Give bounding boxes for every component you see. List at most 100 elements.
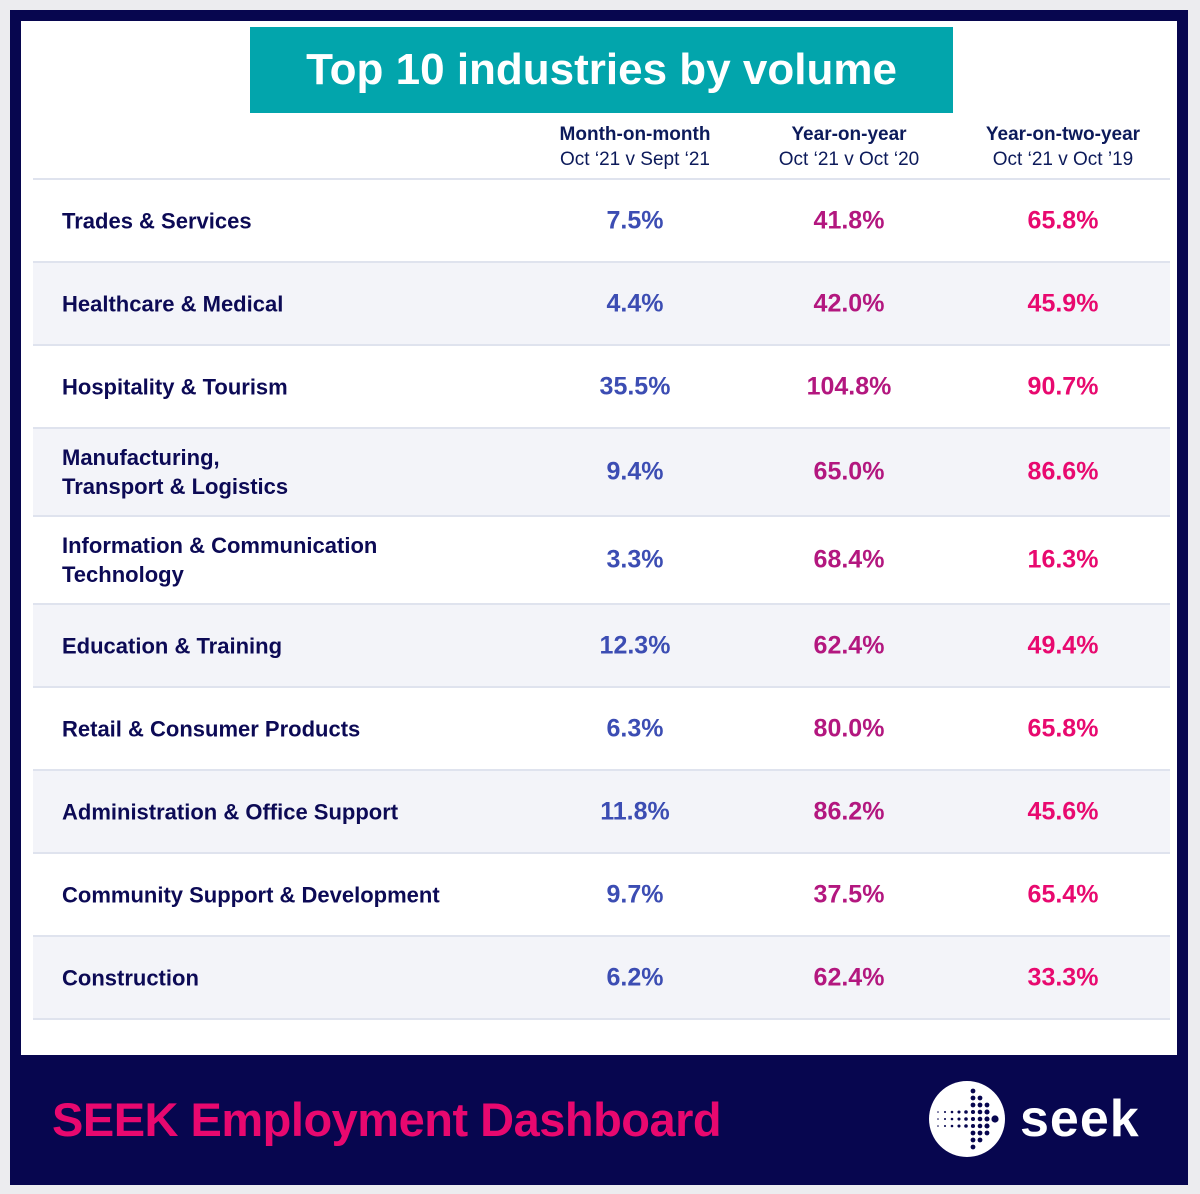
logo-dot — [937, 1118, 939, 1120]
year-on-year-value: 37.5% — [813, 880, 885, 908]
column-heading: Year-on-year — [791, 124, 907, 145]
month-on-month-value: 3.3% — [606, 545, 664, 574]
table-row: Information & Communication Technology 3… — [33, 517, 1170, 605]
industry-name: Hospitality & Tourism — [62, 374, 288, 399]
year-on-two-year-value: 65.4% — [1027, 880, 1099, 908]
year-on-two-year-value: 86.6% — [1027, 457, 1099, 486]
industry-name: Retail & Consumer Products — [62, 716, 361, 741]
logo-wordmark: seek — [1020, 1090, 1140, 1148]
year-on-year-value: 65.0% — [813, 457, 885, 486]
logo-dot — [957, 1124, 961, 1128]
year-on-year-value: 80.0% — [813, 714, 885, 742]
month-on-month-value: 6.3% — [606, 714, 664, 742]
logo-dot — [937, 1125, 939, 1127]
logo-dot — [991, 1115, 999, 1123]
logo-dot — [977, 1130, 983, 1136]
logo-dot — [984, 1102, 990, 1108]
year-on-year-value: 86.2% — [813, 797, 885, 825]
logo-dot — [970, 1137, 976, 1143]
year-on-year-value: 62.4% — [813, 631, 885, 659]
month-on-month-value: 11.8% — [600, 797, 670, 825]
logo-dot — [970, 1123, 976, 1129]
logo-dot — [970, 1095, 976, 1101]
logo-dot — [970, 1144, 976, 1150]
year-on-two-year-value: 16.3% — [1027, 545, 1099, 574]
logo-dot — [937, 1111, 939, 1113]
footer-title: SEEK Employment Dashboard — [52, 1093, 722, 1146]
year-on-year-value: 68.4% — [813, 545, 885, 574]
month-on-month-value: 9.7% — [606, 880, 664, 908]
logo-dot — [964, 1124, 968, 1128]
logo-dot — [964, 1117, 968, 1121]
year-on-year-value: 62.4% — [813, 963, 885, 991]
table-row: Healthcare & Medical 4.4% 42.0% 45.9% — [33, 263, 1170, 346]
logo-dot — [964, 1110, 968, 1114]
month-on-month-value: 35.5% — [599, 372, 671, 400]
logo-dot — [970, 1109, 976, 1115]
industries-table: Trades & Services 7.5% 41.8% 65.8% Healt… — [33, 178, 1170, 1020]
year-on-two-year-value: 45.6% — [1027, 797, 1099, 825]
table-row: Hospitality & Tourism 35.5% 104.8% 90.7% — [33, 346, 1170, 429]
column-subheading: Oct ‘21 v Sept ‘21 — [560, 149, 710, 170]
year-on-two-year-value: 33.3% — [1027, 963, 1099, 991]
table-row: Construction 6.2% 62.4% 33.3% — [33, 937, 1170, 1020]
logo-dot — [957, 1110, 961, 1114]
column-header-month-on-month: Month-on-month Oct ‘21 v Sept ‘21 — [525, 122, 745, 172]
year-on-year-value: 42.0% — [813, 289, 885, 317]
column-header-year-on-year: Year-on-year Oct ‘21 v Oct ‘20 — [739, 122, 959, 172]
year-on-two-year-value: 65.8% — [1027, 206, 1099, 234]
logo-dot — [957, 1117, 961, 1121]
logo-dot — [970, 1102, 976, 1108]
page-title: Top 10 industries by volume — [306, 45, 897, 94]
year-on-year-value: 41.8% — [813, 206, 885, 234]
logo-dot — [977, 1095, 983, 1101]
industry-name: Healthcare & Medical — [62, 291, 284, 316]
industry-name: Construction — [62, 965, 199, 990]
logo-dot — [984, 1109, 990, 1115]
header-divider — [33, 178, 1170, 180]
logo-dot — [977, 1109, 983, 1115]
industry-name: Manufacturing, Transport & Logistics — [62, 445, 289, 499]
table-panel: Top 10 industries by volume Month-on-mon… — [21, 21, 1177, 1055]
month-on-month-value: 9.4% — [606, 457, 664, 486]
table-row: Retail & Consumer Products 6.3% 80.0% 65… — [33, 688, 1170, 771]
year-on-two-year-value: 45.9% — [1027, 289, 1099, 317]
title-banner: Top 10 industries by volume — [250, 27, 953, 113]
year-on-year-value: 104.8% — [806, 372, 892, 400]
industry-name: Information & Communication Technology — [62, 533, 378, 587]
year-on-two-year-value: 49.4% — [1027, 631, 1099, 659]
column-heading: Year-on-two-year — [985, 124, 1141, 145]
industry-name: Administration & Office Support — [62, 799, 399, 824]
table-row: Administration & Office Support 11.8% 86… — [33, 771, 1170, 854]
table-row: Manufacturing, Transport & Logistics 9.4… — [33, 429, 1170, 517]
month-on-month-value: 6.2% — [606, 963, 664, 991]
table-row: Education & Training 12.3% 62.4% 49.4% — [33, 605, 1170, 688]
logo-dot — [984, 1123, 990, 1129]
industry-name: Community Support & Development — [62, 882, 440, 907]
logo-dot — [943, 1124, 947, 1128]
logo-dot — [950, 1110, 954, 1114]
table-row: Community Support & Development 9.7% 37.… — [33, 854, 1170, 937]
month-on-month-value: 4.4% — [606, 289, 664, 317]
month-on-month-value: 12.3% — [599, 631, 671, 659]
seek-logo: seek — [928, 1080, 1140, 1158]
logo-dot — [950, 1117, 954, 1121]
column-subheading: Oct ‘21 v Oct ‘20 — [778, 149, 920, 170]
industry-name: Trades & Services — [62, 208, 252, 233]
logo-dot — [970, 1088, 976, 1094]
logo-dot — [977, 1123, 983, 1129]
column-subheading: Oct ‘21 v Oct ’19 — [992, 149, 1134, 170]
logo-dot — [977, 1137, 983, 1143]
seek-dotted-arrow-icon — [929, 1081, 1005, 1157]
logo-dot — [977, 1102, 983, 1108]
logo-dot — [984, 1130, 990, 1136]
column-heading: Month-on-month — [559, 124, 711, 145]
logo-dot — [970, 1130, 976, 1136]
column-header-year-on-two-year: Year-on-two-year Oct ‘21 v Oct ’19 — [953, 122, 1173, 172]
year-on-two-year-value: 65.8% — [1027, 714, 1099, 742]
logo-dot — [984, 1116, 990, 1122]
month-on-month-value: 7.5% — [606, 206, 664, 234]
logo-dot — [977, 1116, 983, 1122]
dashboard-frame: Top 10 industries by volume Month-on-mon… — [10, 10, 1188, 1185]
logo-dot — [943, 1110, 947, 1114]
